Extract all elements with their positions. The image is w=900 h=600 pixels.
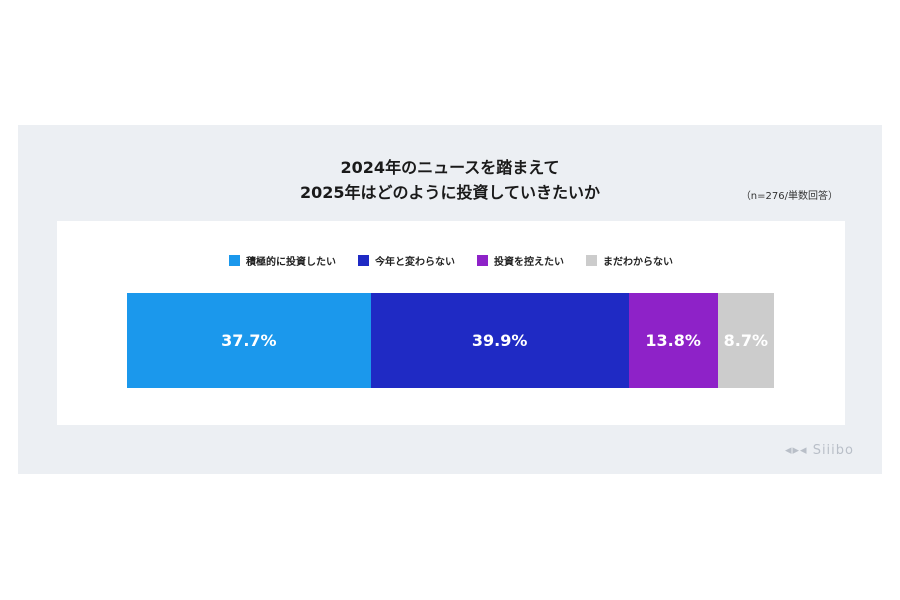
data-label: 37.7% <box>221 331 277 350</box>
legend: 積極的に投資したい 今年と変わらない 投資を控えたい まだわからない <box>57 253 845 268</box>
legend-label: まだわからない <box>603 257 673 268</box>
sample-note: （n=276/単数回答） <box>740 191 838 202</box>
bar-segment: 39.9% <box>370 293 629 388</box>
bar-segment: 8.7% <box>717 293 774 388</box>
stacked-bar: 37.7% 39.9% 13.8% 8.7% <box>127 293 774 388</box>
legend-item: まだわからない <box>586 253 673 268</box>
legend-swatch <box>477 255 488 266</box>
legend-label: 投資を控えたい <box>494 257 564 268</box>
siiibo-logo: ◂▸◂ Siiibo <box>784 443 854 458</box>
data-label: 8.7% <box>723 331 769 350</box>
chart-card: 積極的に投資したい 今年と変わらない 投資を控えたい まだわからない 37.7% 39.… <box>57 221 845 425</box>
legend-item: 今年と変わらない <box>358 253 455 268</box>
legend-swatch <box>229 255 240 266</box>
chart-panel: 2024年のニュースを踏まえて 2025年はどのように投資していきたいか （n=… <box>18 125 882 474</box>
data-label: 13.8% <box>645 331 701 350</box>
title-line-1: 2024年のニュースを踏まえて <box>340 158 560 177</box>
legend-item: 投資を控えたい <box>477 253 564 268</box>
legend-swatch <box>358 255 369 266</box>
data-label: 39.9% <box>471 331 528 350</box>
legend-label: 積極的に投資したい <box>246 257 336 268</box>
legend-swatch <box>586 255 597 266</box>
bar-segment: 13.8% <box>628 293 718 388</box>
title-line-2: 2025年はどのように投資していきたいか <box>299 183 601 202</box>
legend-item: 積極的に投資したい <box>229 253 336 268</box>
chart-title: 2024年のニュースを踏まえて 2025年はどのように投資していきたいか <box>18 155 882 205</box>
legend-label: 今年と変わらない <box>375 257 455 268</box>
bar-segment: 37.7% <box>127 293 371 388</box>
